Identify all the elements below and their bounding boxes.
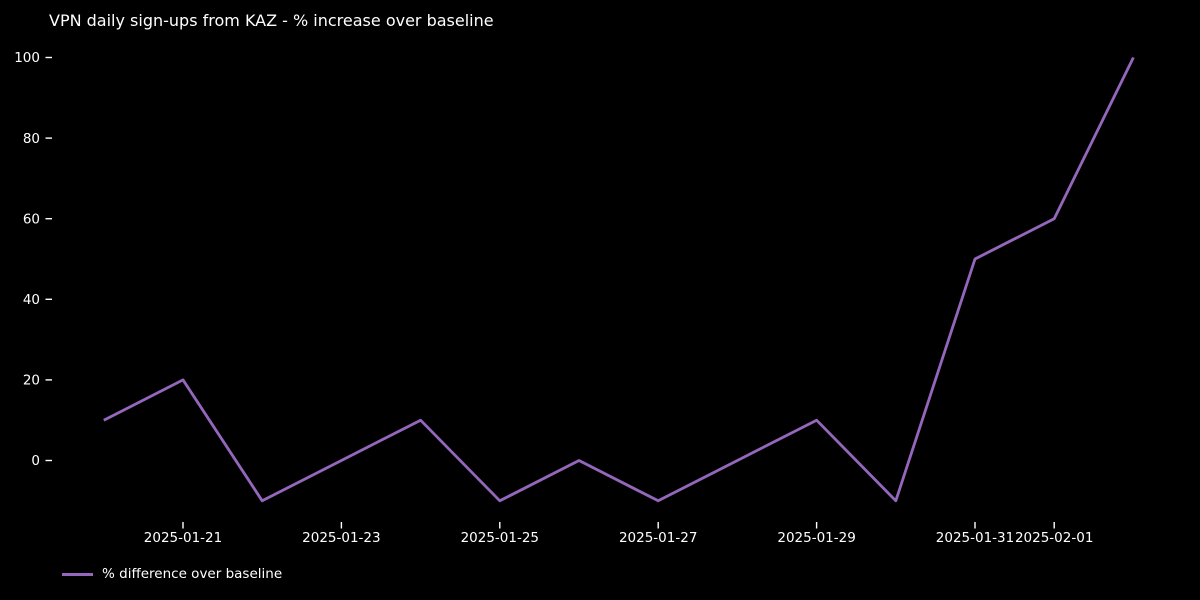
legend-label: % difference over baseline xyxy=(102,566,283,582)
y-tick-label: 60 xyxy=(23,211,40,227)
legend-line-swatch xyxy=(62,573,93,576)
y-tick-label: 100 xyxy=(14,50,40,66)
y-tick-label: 40 xyxy=(23,292,40,308)
x-tick-label: 2025-02-01 xyxy=(1015,530,1093,546)
y-tick-label: 20 xyxy=(23,373,40,389)
legend: % difference over baseline xyxy=(62,567,282,582)
chart-title: VPN daily sign-ups from KAZ - % increase… xyxy=(49,11,494,30)
y-tick-label: 0 xyxy=(31,453,40,469)
series-line xyxy=(103,56,1135,503)
x-tick-label: 2025-01-27 xyxy=(619,530,697,546)
x-tick-label: 2025-01-31 xyxy=(936,530,1014,546)
x-tick-label: 2025-01-25 xyxy=(461,530,539,546)
x-tick-label: 2025-01-29 xyxy=(777,530,855,546)
y-tick-label: 80 xyxy=(23,131,40,147)
x-tick-label: 2025-01-23 xyxy=(302,530,380,546)
x-tick-label: 2025-01-21 xyxy=(144,530,222,546)
